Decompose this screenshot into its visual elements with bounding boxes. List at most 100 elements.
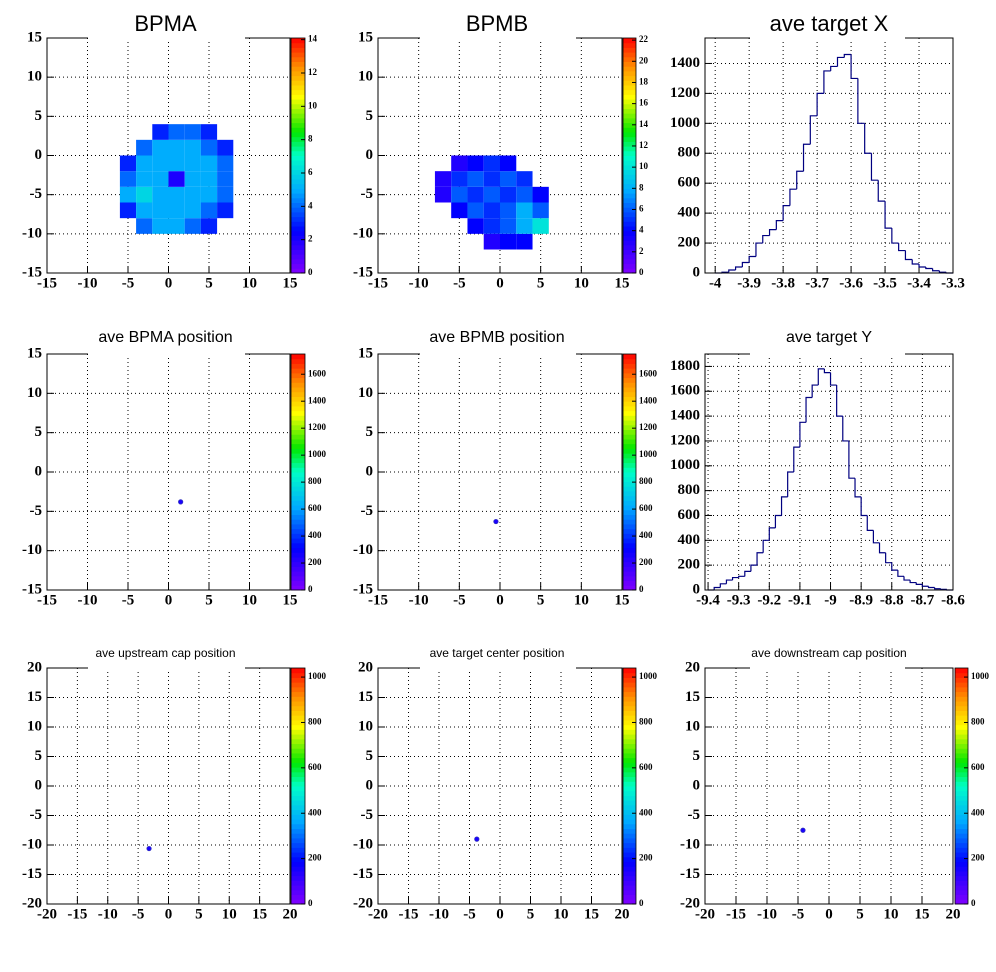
colorbar-band xyxy=(291,837,305,844)
colorbar-band xyxy=(955,870,968,877)
colorbar-band xyxy=(623,56,636,62)
colorbar-band xyxy=(623,221,636,227)
colorbar-label: 10 xyxy=(308,100,318,110)
colorbar-band xyxy=(623,150,636,156)
colorbar-band xyxy=(955,852,968,858)
colorbar-band xyxy=(291,197,305,203)
colorbar-band xyxy=(623,244,636,250)
x-tick-label: -5 xyxy=(453,592,466,608)
histogram-bin xyxy=(915,582,923,586)
colorbar-band xyxy=(623,861,636,867)
y-tick-label: -15 xyxy=(353,866,373,882)
y-tick-label: -10 xyxy=(22,225,42,241)
colorbar-band xyxy=(291,448,305,454)
x-tick-label: 5 xyxy=(537,592,545,608)
y-tick-label: 1400 xyxy=(670,55,700,71)
colorbar-band xyxy=(623,514,636,520)
histogram-bin xyxy=(903,576,911,581)
histogram-bin xyxy=(775,220,784,230)
colorbar-band xyxy=(955,776,968,782)
heatmap-cell xyxy=(119,202,137,219)
y-tick-label: 0 xyxy=(693,264,701,280)
colorbar-band xyxy=(291,495,305,501)
heatmap-cell xyxy=(467,202,484,219)
data-point xyxy=(800,827,806,833)
colorbar-band xyxy=(623,453,636,459)
colorbar-band xyxy=(291,372,305,379)
colorbar-label: 0 xyxy=(639,267,644,277)
colorbar-band xyxy=(623,363,636,369)
x-tick-label: -15 xyxy=(399,906,419,922)
colorbar-band xyxy=(623,164,636,171)
heatmap-cell xyxy=(451,186,468,203)
colorbar-band xyxy=(623,85,636,91)
colorbar-label: 0 xyxy=(308,898,313,908)
colorbar-label: 1400 xyxy=(308,395,327,405)
colorbar-band xyxy=(623,429,636,435)
colorbar-band xyxy=(291,462,305,468)
title-box xyxy=(750,352,905,356)
heatmap-cell xyxy=(168,186,185,203)
colorbar-band xyxy=(291,724,305,730)
colorbar-label: 0 xyxy=(308,267,313,277)
colorbar-band xyxy=(291,781,305,787)
title-box xyxy=(88,666,245,670)
histogram-bin xyxy=(719,583,727,588)
colorbar-band xyxy=(623,899,636,905)
colorbar-band xyxy=(623,89,636,95)
heatmap-cell xyxy=(152,202,169,219)
colorbar-band xyxy=(623,533,636,539)
colorbar-band xyxy=(291,743,305,749)
heatmap-cell xyxy=(184,202,201,219)
histogram-bin xyxy=(728,269,736,273)
histogram-bin xyxy=(756,552,764,566)
x-tick-label: -10 xyxy=(757,906,777,922)
y-tick-label: 5 xyxy=(35,748,43,764)
y-tick-label: -15 xyxy=(22,581,42,597)
heatmap-cell xyxy=(532,186,549,203)
y-tick-label: 20 xyxy=(358,659,373,675)
colorbar-band xyxy=(291,179,305,185)
colorbar-band xyxy=(623,495,636,501)
x-tick-label: -5 xyxy=(122,275,135,291)
colorbar-band xyxy=(623,804,636,811)
colorbar-band xyxy=(623,113,636,119)
heatmap-cell xyxy=(500,218,517,234)
y-tick-label: 600 xyxy=(678,507,701,523)
y-tick-label: 0 xyxy=(35,147,43,163)
heatmap-cell xyxy=(200,124,218,140)
colorbar-band xyxy=(291,240,305,246)
colorbar-band xyxy=(623,467,636,473)
y-tick-label: 800 xyxy=(678,145,701,161)
y-tick-label: 0 xyxy=(366,463,374,479)
colorbar-band xyxy=(291,467,305,473)
colorbar-band xyxy=(623,132,636,138)
colorbar-band xyxy=(623,61,636,67)
colorbar-band xyxy=(623,809,636,815)
x-tick-label: -8.9 xyxy=(849,592,873,608)
colorbar-band xyxy=(623,500,636,506)
colorbar-label: 0 xyxy=(971,898,976,908)
colorbar-band xyxy=(623,486,636,492)
colorbar-band xyxy=(291,160,305,166)
histogram-bin xyxy=(750,564,758,572)
x-tick-label: 20 xyxy=(283,906,298,922)
data-point xyxy=(493,518,499,525)
colorbar-band xyxy=(623,542,636,549)
histogram-bin xyxy=(811,384,819,398)
colorbar-band xyxy=(291,500,305,506)
colorbar-band xyxy=(623,377,636,383)
colorbar-band xyxy=(955,696,968,702)
x-tick-label: 15 xyxy=(283,275,298,291)
colorbar-band xyxy=(623,519,636,525)
heatmap-cell xyxy=(483,155,500,172)
colorbar-band xyxy=(623,575,636,582)
colorbar-band xyxy=(955,738,968,745)
colorbar-band xyxy=(955,847,968,853)
colorbar-label: 4 xyxy=(639,225,644,235)
colorbar-band xyxy=(291,99,305,105)
colorbar-label: 200 xyxy=(308,557,322,567)
colorbar-band xyxy=(955,781,968,787)
colorbar-band xyxy=(291,354,305,360)
x-tick-label: -15 xyxy=(368,592,388,608)
